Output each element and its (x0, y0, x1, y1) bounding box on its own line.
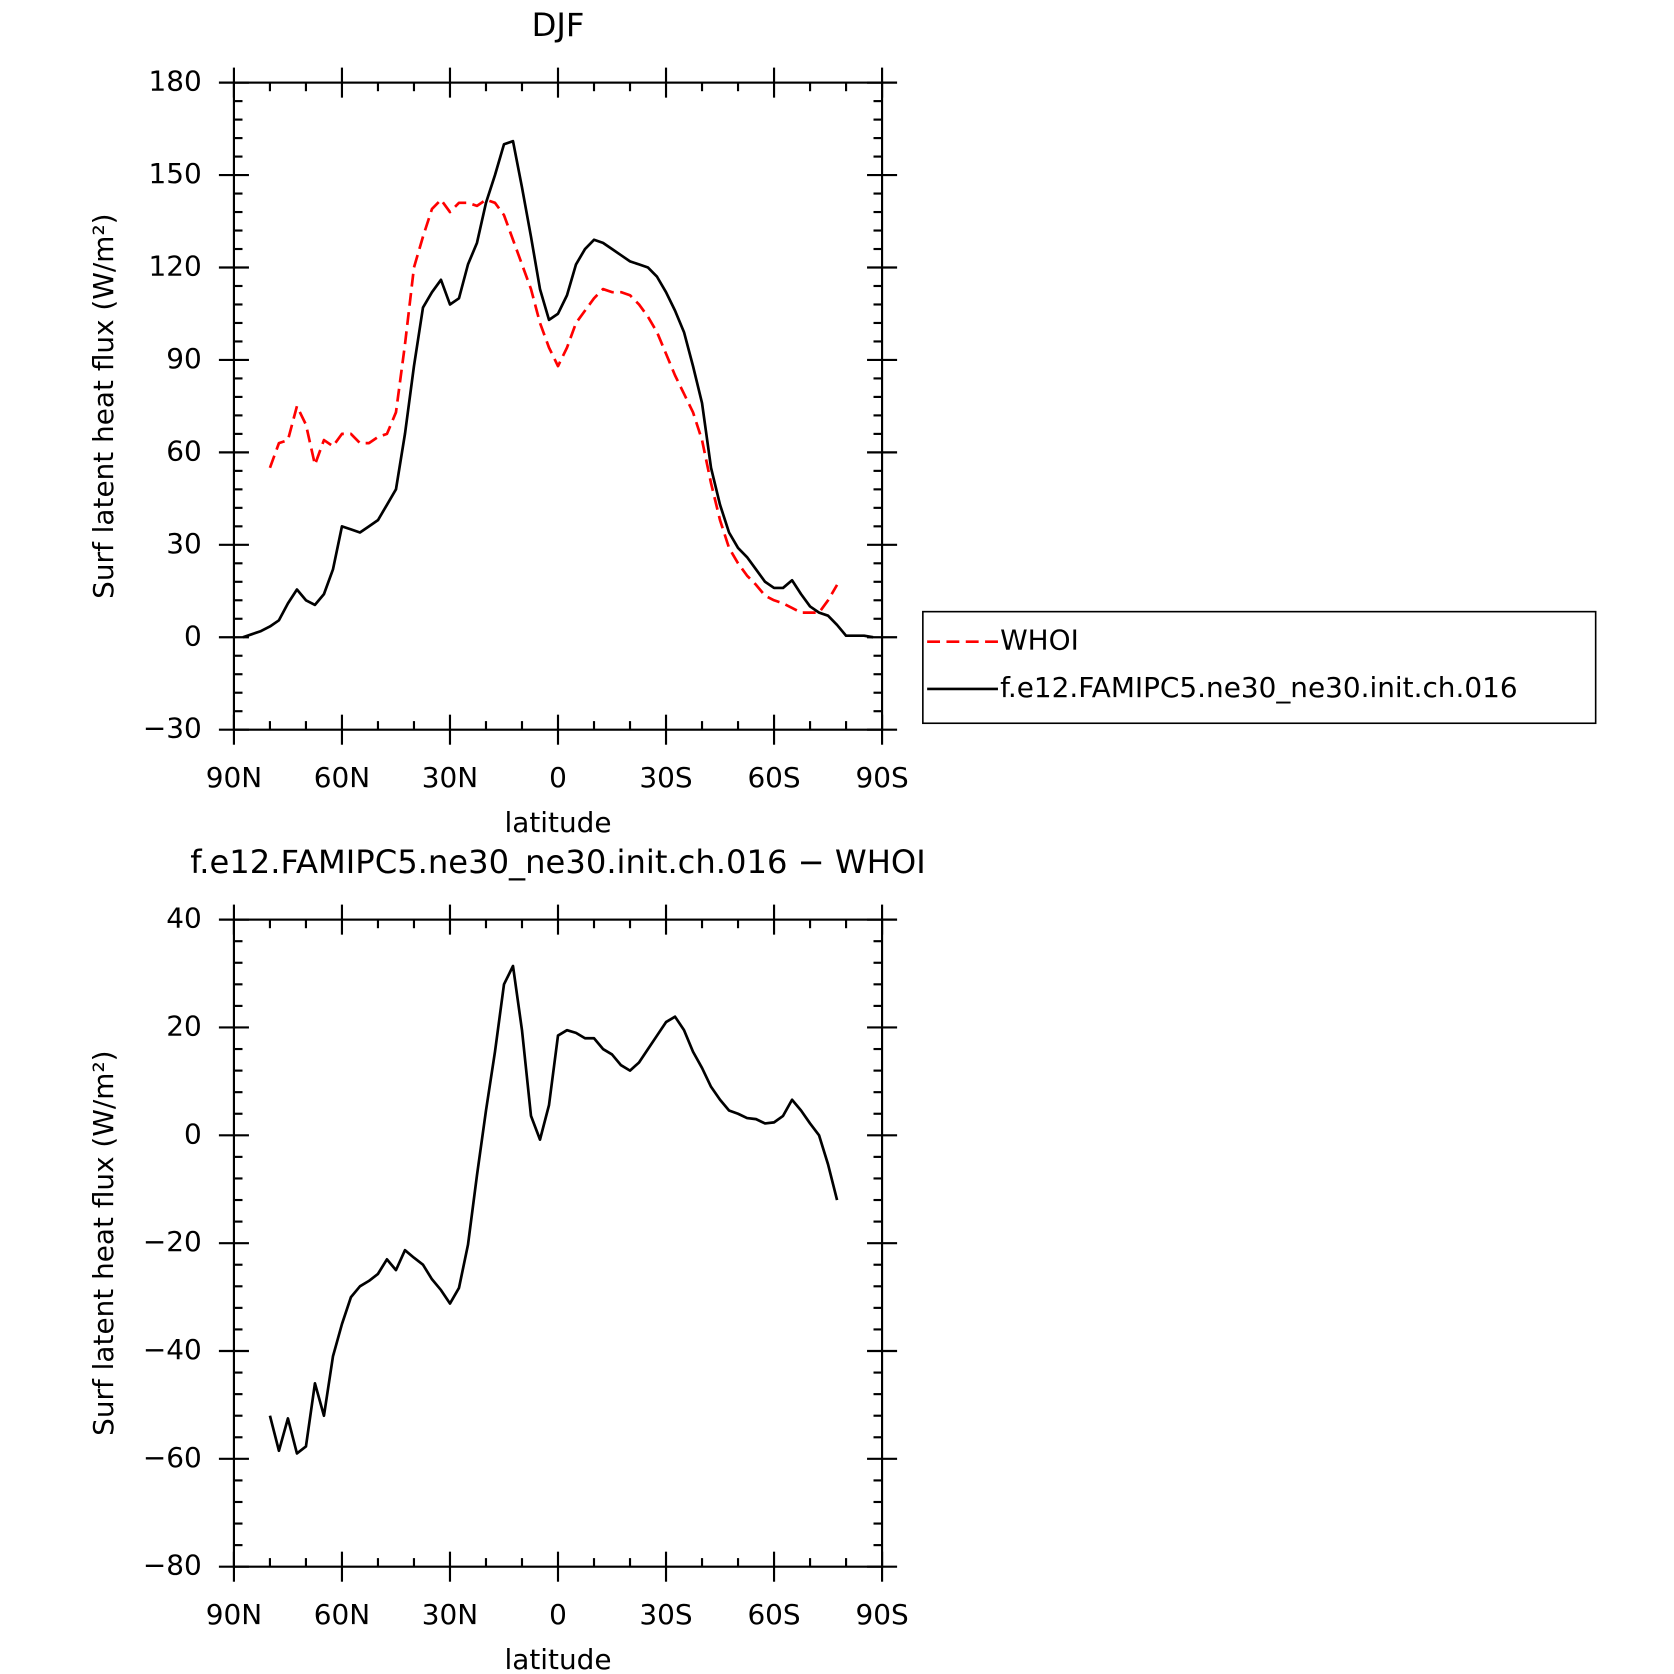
legend-label: WHOI (1000, 624, 1079, 657)
y-tick-label: 120 (148, 250, 201, 283)
x-tick-label: 60S (747, 1598, 800, 1631)
legend-label: f.e12.FAMIPC5.ne30_ne30.init.ch.016 (1000, 671, 1517, 704)
y-tick-label: 60 (166, 434, 202, 467)
x-tick-label: 60N (314, 761, 370, 794)
x-tick-label: 90N (206, 1598, 262, 1631)
y-tick-label: 0 (184, 1117, 202, 1150)
x-tick-label: 30S (639, 1598, 692, 1631)
y-axis-label: Surf latent heat flux (W/m²) (87, 1050, 120, 1435)
y-tick-label: −60 (143, 1441, 202, 1474)
y-tick-label: 0 (184, 619, 202, 652)
y-tick-label: 90 (166, 342, 202, 375)
x-tick-label: 90N (206, 761, 262, 794)
x-tick-label: 30S (639, 761, 692, 794)
data-line (268, 964, 839, 1455)
x-tick-label: 60S (747, 761, 800, 794)
legend-box (922, 610, 1597, 725)
x-tick-label: 30N (422, 1598, 478, 1631)
x-tick-label: 60N (314, 1598, 370, 1631)
y-tick-label: −20 (143, 1225, 202, 1258)
y-tick-label: 150 (148, 157, 201, 190)
x-tick-label: 90S (855, 1598, 908, 1631)
x-tick-label: 90S (855, 761, 908, 794)
y-axis-label: Surf latent heat flux (W/m²) (87, 213, 120, 598)
data-line (268, 198, 839, 614)
y-tick-label: 20 (166, 1009, 202, 1042)
y-tick-label: 30 (166, 527, 202, 560)
chart-title: DJF (532, 6, 585, 44)
x-tick-label: 30N (422, 761, 478, 794)
y-tick-label: −30 (143, 712, 202, 745)
y-tick-label: −40 (143, 1333, 202, 1366)
x-tick-label: 0 (549, 1598, 567, 1631)
data-line (242, 139, 874, 639)
y-tick-label: 40 (166, 902, 202, 935)
chart-title: f.e12.FAMIPC5.ne30_ne30.init.ch.016 − WH… (190, 843, 925, 881)
x-axis-label: latitude (504, 1643, 611, 1674)
x-tick-label: 0 (549, 761, 567, 794)
x-axis-label: latitude (504, 806, 611, 839)
plot-frame (232, 81, 884, 731)
y-tick-label: −80 (143, 1549, 202, 1582)
plot-frame (232, 918, 884, 1568)
y-tick-label: 180 (148, 65, 201, 98)
